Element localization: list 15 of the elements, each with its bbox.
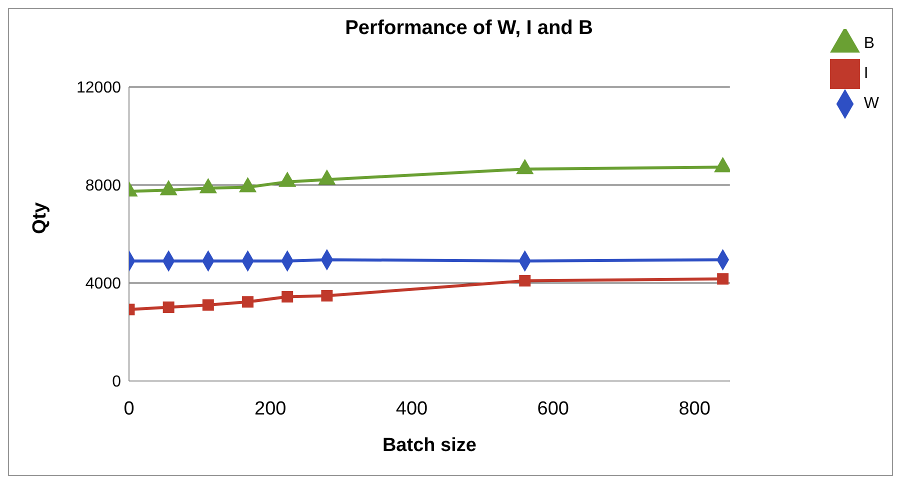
x-tick-label: 200 [254,398,286,420]
chart-title: Performance of W, I and B [344,17,594,40]
y-tick-label: 8000 [85,178,122,195]
legend-label: B [864,35,875,52]
x-tick-label: 800 [678,398,710,420]
x-tick-label: 600 [537,398,570,420]
x-tick-label: 400 [396,398,428,420]
legend-label: W [864,95,879,112]
y-tick-label: 0 [112,374,122,391]
legend-label: I [864,65,868,82]
x-axis-title: Batch size [382,435,476,456]
y-tick-label: 12000 [76,80,122,97]
y-tick-label: 4000 [85,276,122,293]
y-axis-title: Qty [30,202,51,234]
x-tick-label: 0 [124,398,134,420]
